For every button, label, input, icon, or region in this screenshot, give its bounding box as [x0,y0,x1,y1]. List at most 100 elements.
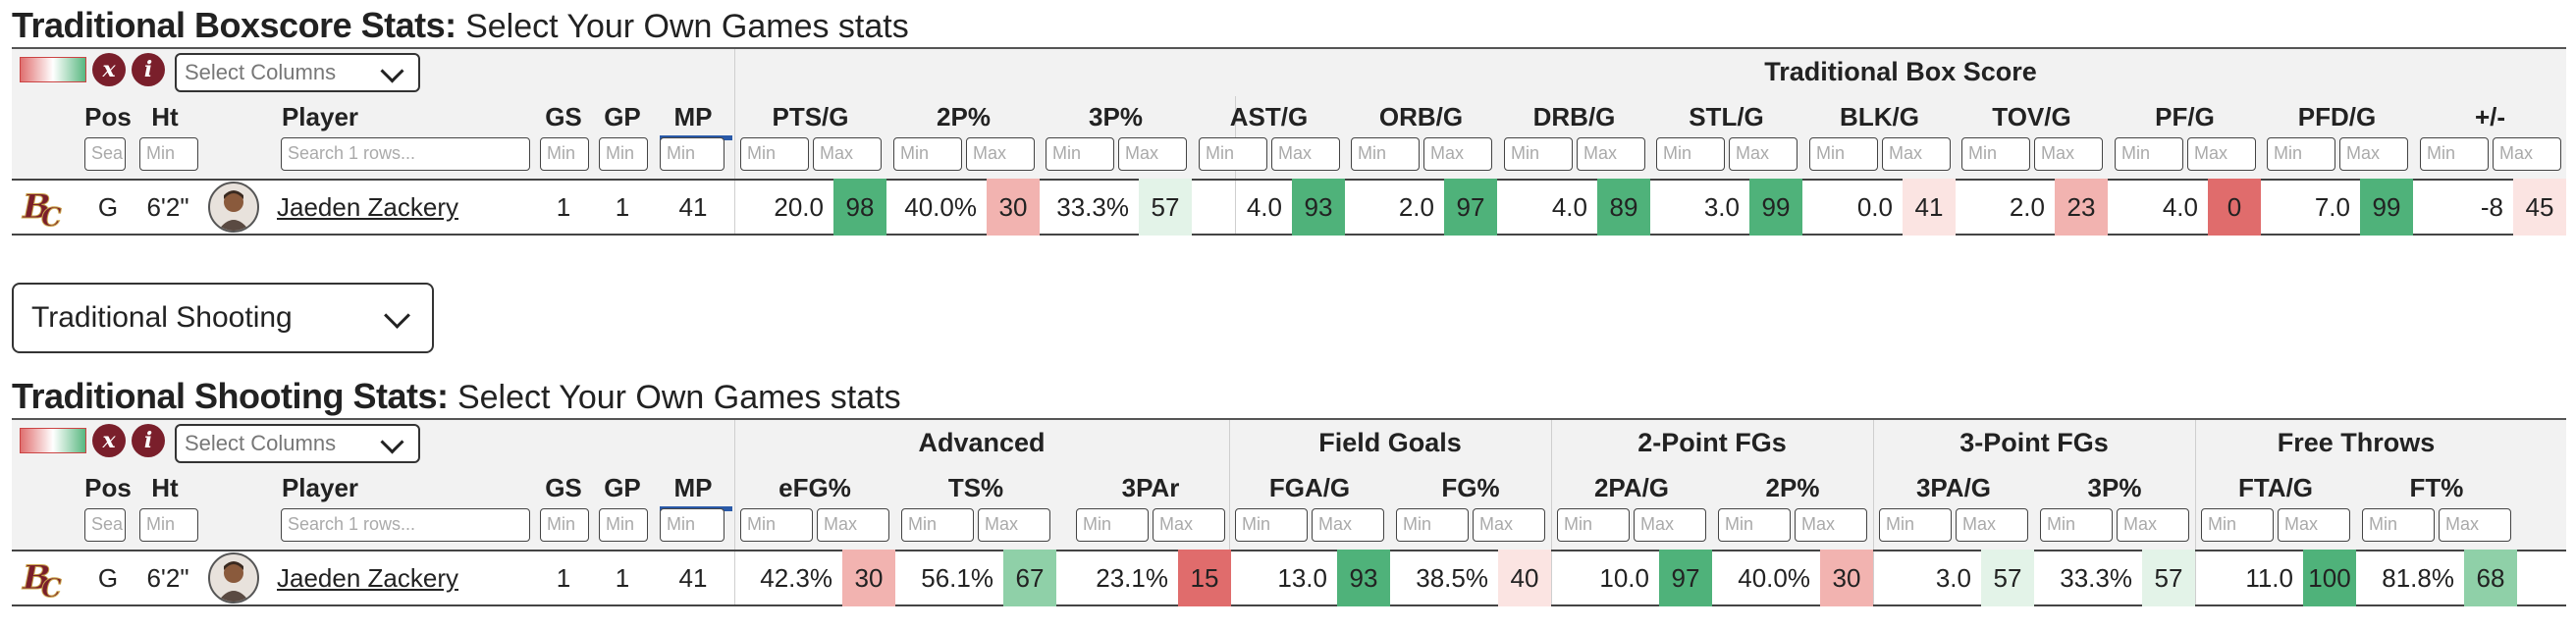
ht-min-filter[interactable]: Min [139,137,198,171]
max-filter[interactable]: Max [1956,508,2028,542]
max-filter[interactable]: Max [1577,137,1645,171]
min-filter[interactable]: Min [893,137,962,171]
max-filter[interactable]: Max [817,508,889,542]
col-header-2p-[interactable]: 2P% [937,102,991,131]
min-filter[interactable]: Min [2420,137,2489,171]
col-header-pts-g[interactable]: PTS/G [772,102,849,131]
max-filter[interactable]: Max [1423,137,1492,171]
stat-type-dropdown[interactable]: Traditional Shooting [12,283,434,353]
col-header-orb-g[interactable]: ORB/G [1378,102,1464,131]
mp-min-filter[interactable]: Min [660,137,724,171]
color-scale-toggle[interactable] [20,428,86,453]
max-filter[interactable]: Max [813,137,882,171]
col-header-3pa-g[interactable]: 3PA/G [1915,473,1992,502]
max-filter[interactable]: Max [2187,137,2256,171]
col-header-stl-g[interactable]: STL/G [1689,102,1764,131]
player-search-input[interactable]: Search 1 rows... [281,508,530,542]
col-header-fta-g[interactable]: FTA/G [2237,473,2314,502]
info-icon[interactable]: i [132,53,165,86]
min-filter[interactable]: Min [2201,508,2274,542]
col-header-tov-g[interactable]: TOV/G [1992,102,2071,131]
max-filter[interactable]: Max [2278,508,2350,542]
col-header-pos[interactable]: Pos [84,473,132,502]
min-filter[interactable]: Min [1076,508,1149,542]
player-name-link[interactable]: Jaeden Zackery [277,192,458,222]
reset-x-icon[interactable]: x [92,53,126,86]
col-header-3p-[interactable]: 3P% [2087,473,2142,502]
max-filter[interactable]: Max [2493,137,2561,171]
min-filter[interactable]: Min [2362,508,2435,542]
reset-x-icon[interactable]: x [92,424,126,457]
col-header-gp[interactable]: GP [604,473,641,502]
max-filter[interactable]: Max [1153,508,1225,542]
pos-filter[interactable]: Sea [84,508,126,542]
player-name-link[interactable]: Jaeden Zackery [277,563,458,593]
col-header-ts-[interactable]: TS% [947,473,1004,502]
max-filter[interactable]: Max [2034,137,2103,171]
min-filter[interactable]: Min [1396,508,1469,542]
max-filter[interactable]: Max [1634,508,1706,542]
max-filter[interactable]: Max [966,137,1035,171]
gp-min-filter[interactable]: Min [599,508,648,542]
col-header-pos[interactable]: Pos [84,102,132,131]
max-filter[interactable]: Max [1795,508,1867,542]
min-filter[interactable]: Min [1235,508,1308,542]
col-header-fga-g[interactable]: FGA/G [1268,473,1351,502]
max-filter[interactable]: Max [2439,508,2511,542]
min-filter[interactable]: Min [1504,137,1573,171]
mp-min-filter[interactable]: Min [660,508,724,542]
min-filter[interactable]: Min [901,508,974,542]
col-header-ht[interactable]: Ht [151,473,179,502]
min-filter[interactable]: Min [1557,508,1630,542]
ht-min-filter[interactable]: Min [139,508,198,542]
max-filter[interactable]: Max [1473,508,1545,542]
col-header-player[interactable]: Player [281,473,359,502]
col-header-3p-[interactable]: 3P% [1089,102,1143,131]
max-filter[interactable]: Max [1271,137,1340,171]
max-filter[interactable]: Max [1729,137,1798,171]
col-header-blk-g[interactable]: BLK/G [1840,102,1919,131]
gp-min-filter[interactable]: Min [599,137,648,171]
pos-filter[interactable]: Sea [84,137,126,171]
col-header-pf-g[interactable]: PF/G [2155,102,2215,131]
max-filter[interactable]: Max [978,508,1050,542]
min-filter[interactable]: Min [1046,137,1114,171]
select-columns-dropdown[interactable]: Select Columns [175,424,420,463]
min-filter[interactable]: Min [1656,137,1725,171]
col-header-gp[interactable]: GP [604,102,641,131]
col-header-ht[interactable]: Ht [151,102,179,131]
select-columns-dropdown[interactable]: Select Columns [175,53,420,92]
min-filter[interactable]: Min [1879,508,1952,542]
col-header-2pa-g[interactable]: 2PA/G [1593,473,1670,502]
gs-min-filter[interactable]: Min [540,137,589,171]
min-filter[interactable]: Min [2267,137,2335,171]
min-filter[interactable]: Min [1961,137,2030,171]
col-header-2p-[interactable]: 2P% [1765,473,1820,502]
col-header-fg-[interactable]: FG% [1441,473,1500,502]
col-header--[interactable]: +/- [2474,102,2506,131]
min-filter[interactable]: Min [1199,137,1267,171]
col-header-ast-g[interactable]: AST/G [1229,102,1309,131]
col-header-drb-g[interactable]: DRB/G [1532,102,1616,131]
col-header-gs[interactable]: GS [545,473,582,502]
min-filter[interactable]: Min [740,137,809,171]
col-header-mp[interactable]: MP [673,473,713,502]
col-header-efg-[interactable]: eFG% [778,473,851,502]
col-header-3par[interactable]: 3PAr [1121,473,1180,502]
min-filter[interactable]: Min [2040,508,2113,542]
col-header-player[interactable]: Player [281,102,359,131]
col-header-gs[interactable]: GS [545,102,582,131]
color-scale-toggle[interactable] [20,57,86,82]
max-filter[interactable]: Max [1118,137,1187,171]
min-filter[interactable]: Min [740,508,813,542]
col-header-pfd-g[interactable]: PFD/G [2297,102,2377,131]
min-filter[interactable]: Min [1809,137,1878,171]
player-search-input[interactable]: Search 1 rows... [281,137,530,171]
max-filter[interactable]: Max [1882,137,1951,171]
min-filter[interactable]: Min [1718,508,1791,542]
max-filter[interactable]: Max [2117,508,2189,542]
max-filter[interactable]: Max [1312,508,1384,542]
max-filter[interactable]: Max [2339,137,2408,171]
col-header-mp[interactable]: MP [673,102,713,131]
info-icon[interactable]: i [132,424,165,457]
